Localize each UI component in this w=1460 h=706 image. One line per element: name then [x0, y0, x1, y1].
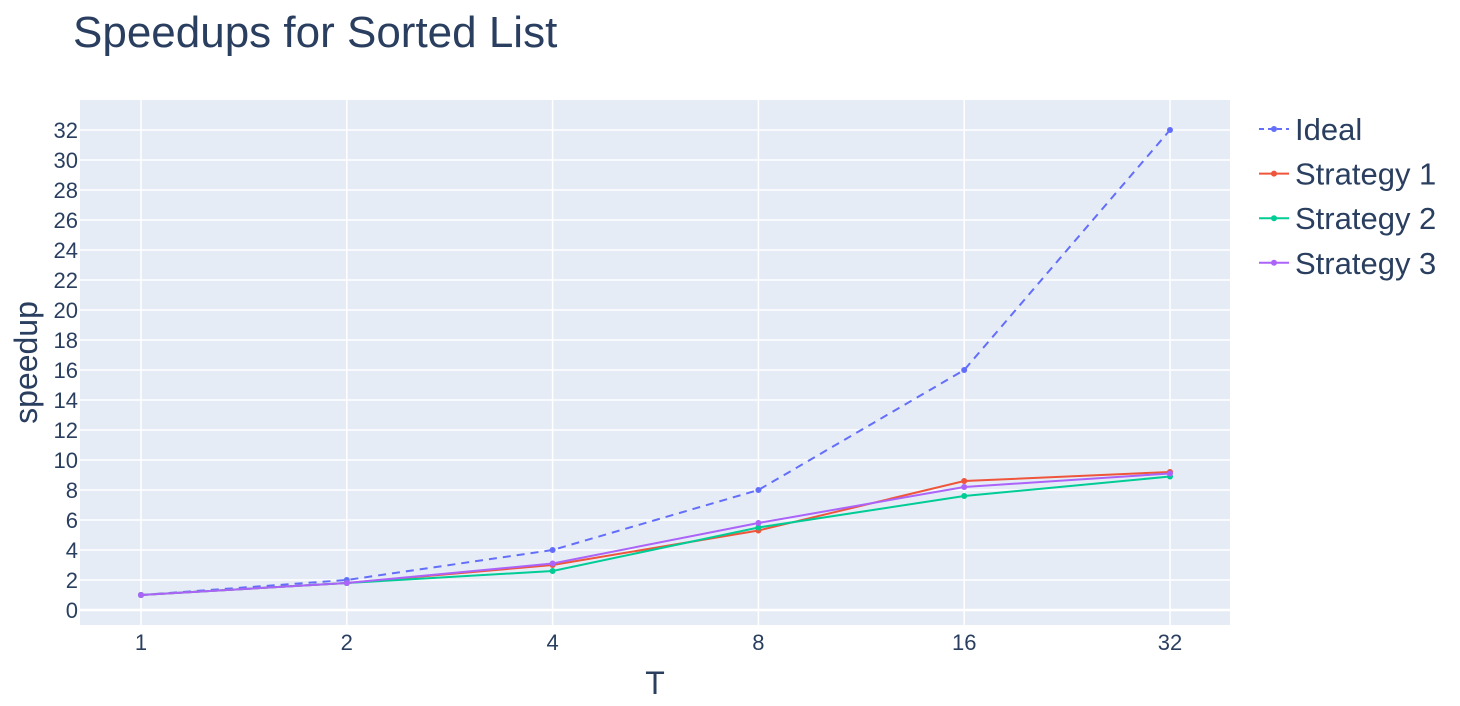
data-point — [755, 524, 762, 531]
legend-label: Ideal — [1295, 112, 1362, 147]
legend-label: Strategy 3 — [1295, 246, 1436, 281]
x-tick-label: 1 — [135, 630, 147, 655]
series-strategy-3 — [138, 470, 1173, 598]
legend-label: Strategy 2 — [1295, 201, 1436, 236]
data-point — [755, 520, 762, 526]
x-tick-label: 2 — [341, 630, 353, 655]
y-tick-label: 16 — [54, 358, 78, 383]
y-tick-label: 22 — [54, 268, 78, 293]
data-point — [549, 547, 556, 553]
x-tick-label: 4 — [546, 630, 558, 655]
data-point — [549, 560, 556, 567]
legend: Ideal Strategy 1 Strategy 2 Strategy 3 — [1259, 112, 1436, 281]
legend-marker — [1271, 259, 1277, 266]
legend-item-strategy-1[interactable]: Strategy 1 — [1259, 157, 1436, 192]
data-point — [549, 568, 556, 574]
data-point — [1167, 470, 1173, 477]
y-tick-label: 8 — [66, 478, 78, 503]
series-line — [140, 472, 1171, 596]
data-point — [755, 487, 762, 493]
data-point — [961, 484, 968, 490]
y-tick-label: 2 — [66, 568, 78, 593]
y-tick-label: 20 — [54, 298, 78, 323]
data-point — [343, 580, 350, 586]
data-point — [138, 592, 144, 598]
y-tick-label: 4 — [66, 538, 78, 563]
legend-marker — [1271, 170, 1277, 177]
y-tick-label: 0 — [66, 598, 78, 623]
data-point — [1167, 127, 1173, 133]
y-tick-label: 32 — [54, 118, 78, 143]
x-tick-label: 8 — [752, 630, 764, 655]
data-point — [961, 367, 968, 373]
series-line — [140, 129, 1171, 596]
y-tick-label: 12 — [54, 418, 78, 443]
y-tick-label: 18 — [54, 328, 78, 353]
x-axis-ticks: 1 2 4 8 16 32 — [135, 630, 1182, 655]
y-axis-title: speedup — [8, 301, 44, 424]
chart-title: Speedups for Sorted List — [73, 8, 558, 57]
legend-item-strategy-3[interactable]: Strategy 3 — [1259, 246, 1436, 281]
data-point — [961, 493, 968, 499]
y-tick-label: 10 — [54, 448, 78, 473]
y-tick-label: 28 — [54, 178, 78, 203]
y-tick-label: 14 — [54, 388, 78, 413]
x-tick-label: 32 — [1158, 630, 1182, 655]
legend-label: Strategy 1 — [1295, 157, 1436, 192]
y-tick-label: 24 — [54, 238, 78, 263]
y-tick-label: 6 — [66, 508, 78, 533]
data-point — [961, 478, 968, 484]
plot-area — [80, 100, 1230, 625]
legend-item-ideal[interactable]: Ideal — [1259, 112, 1362, 147]
legend-marker — [1271, 126, 1277, 132]
y-tick-label: 26 — [54, 208, 78, 233]
x-axis-title: T — [645, 665, 665, 701]
legend-marker — [1271, 215, 1277, 222]
y-tick-label: 30 — [54, 148, 78, 173]
legend-item-strategy-2[interactable]: Strategy 2 — [1259, 201, 1436, 236]
series-lines — [138, 127, 1173, 598]
x-tick-label: 16 — [952, 630, 976, 655]
